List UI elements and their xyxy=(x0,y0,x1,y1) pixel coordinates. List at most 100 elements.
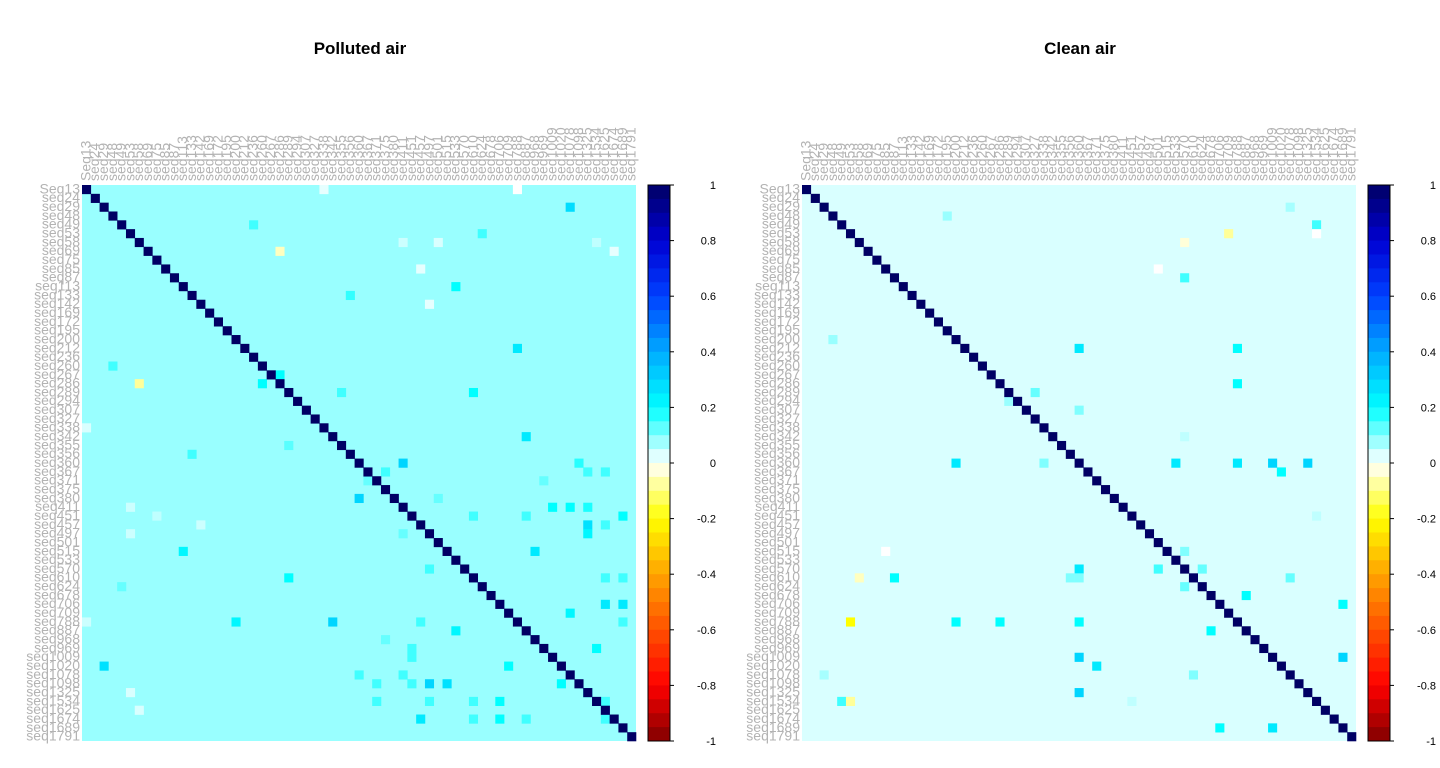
heatmap-diagonal-cell xyxy=(134,237,144,248)
heatmap-diagonal-cell xyxy=(1057,440,1067,451)
column-label: seq457 xyxy=(1132,135,1148,181)
row-label: seq515 xyxy=(34,542,80,558)
heatmap-cell xyxy=(398,458,408,468)
heatmap-cell xyxy=(407,652,417,662)
colorbar-swatch xyxy=(648,490,670,506)
heatmap-cell xyxy=(1074,573,1084,583)
heatmap-diagonal-cell xyxy=(1039,423,1049,433)
heatmap-diagonal-cell xyxy=(960,343,970,353)
heatmap-cell xyxy=(380,635,391,645)
column-label: seq969 xyxy=(535,135,551,181)
row-label: seq367 xyxy=(34,463,80,479)
heatmap-diagonal-cell xyxy=(125,229,136,239)
column-label: seq968 xyxy=(1246,135,1262,181)
row-label: seq195 xyxy=(34,322,80,338)
column-label: seq236 xyxy=(244,135,260,181)
heatmap-cell xyxy=(451,626,461,636)
row-label: seq457 xyxy=(34,516,80,532)
row-label: seq69 xyxy=(762,242,800,258)
heatmap-cell xyxy=(424,299,435,309)
heatmap-diagonal-cell xyxy=(363,467,373,477)
row-label: seq172 xyxy=(754,313,800,329)
row-label: seq267 xyxy=(34,366,80,382)
row-label: seq29 xyxy=(42,198,80,214)
colorbar-tick-label: 0 xyxy=(710,458,716,470)
row-label: seq289 xyxy=(754,383,800,399)
heatmap-cell xyxy=(1074,617,1084,627)
heatmap-diagonal-cell xyxy=(477,582,487,592)
polluted-air-title: Polluted air xyxy=(314,39,407,58)
heatmap-diagonal-cell xyxy=(1021,405,1031,415)
heatmap-diagonal-cell xyxy=(627,732,637,742)
heatmap-diagonal-cell xyxy=(1153,538,1163,548)
heatmap-cell xyxy=(416,617,426,627)
row-label: seq411 xyxy=(755,498,800,514)
heatmap-cell xyxy=(398,237,408,248)
heatmap-cell xyxy=(600,714,610,724)
column-label: seq1325 xyxy=(1299,127,1315,181)
colorbar-swatch xyxy=(1368,546,1390,561)
colorbar-swatch xyxy=(648,546,670,561)
column-label: seq48 xyxy=(104,143,120,181)
colorbar-swatch xyxy=(648,324,670,339)
heatmap-diagonal-cell xyxy=(1188,573,1199,583)
row-label: seq48 xyxy=(762,207,800,223)
heatmap-diagonal-cell xyxy=(942,326,952,336)
colorbar-swatch xyxy=(1368,324,1390,339)
column-label: seq142 xyxy=(912,135,928,181)
polluted-air-heatmap xyxy=(82,185,637,742)
colorbar-swatch xyxy=(1368,407,1390,422)
heatmap-diagonal-cell xyxy=(802,185,812,195)
heatmap-diagonal-cell xyxy=(1312,696,1322,706)
heatmap-cell xyxy=(372,696,382,706)
heatmap-cell xyxy=(828,335,838,345)
heatmap-diagonal-cell xyxy=(407,511,417,521)
colorbar-swatch xyxy=(648,643,670,658)
colorbar-swatch xyxy=(1368,671,1390,686)
heatmap-diagonal-cell xyxy=(1347,732,1357,742)
colorbar-swatch xyxy=(1368,560,1390,575)
heatmap-cell xyxy=(468,511,479,521)
heatmap-cell xyxy=(1232,343,1242,353)
heatmap-cell xyxy=(1074,564,1084,574)
column-label: seq375 xyxy=(376,135,392,181)
row-label: seq497 xyxy=(754,525,800,541)
row-label: seq375 xyxy=(754,480,800,496)
row-label: seq709 xyxy=(754,604,800,620)
column-label: seq200 xyxy=(227,135,243,181)
heatmap-cell xyxy=(618,573,628,583)
heatmap-diagonal-cell xyxy=(810,193,820,203)
row-label: seq289 xyxy=(34,383,80,399)
heatmap-cell xyxy=(134,379,144,389)
heatmap-diagonal-cell xyxy=(1268,652,1278,662)
heatmap-cell xyxy=(1312,229,1322,239)
colorbar-swatch xyxy=(1368,713,1390,728)
column-label: seq706 xyxy=(491,135,507,181)
row-label: seq788 xyxy=(754,613,800,629)
row-label: seq610 xyxy=(34,569,80,585)
column-label: seq1078 xyxy=(561,127,577,181)
row-label: seq75 xyxy=(762,251,800,267)
heatmap-cell xyxy=(249,220,259,230)
row-label: seq133 xyxy=(754,286,800,302)
heatmap-diagonal-cell xyxy=(863,246,873,256)
colorbar-tick-label: 0.2 xyxy=(1421,402,1436,414)
column-label: seq195 xyxy=(218,135,234,181)
colorbar-swatch xyxy=(648,713,670,728)
heatmap-diagonal-cell xyxy=(530,635,540,645)
colorbar-tick-label: 0.6 xyxy=(701,291,716,303)
heatmap-diagonal-cell xyxy=(380,485,391,495)
column-label: seq87 xyxy=(165,143,181,181)
row-label: seq24 xyxy=(762,189,800,205)
colorbar-swatch xyxy=(1368,240,1390,255)
column-label: seq371 xyxy=(368,135,384,181)
colorbar-swatch xyxy=(1368,268,1390,283)
column-label: seq1689 xyxy=(614,127,630,181)
colorbar-swatch xyxy=(648,379,670,394)
colorbar-swatch xyxy=(1368,212,1390,228)
column-label: Seq13 xyxy=(797,140,813,181)
heatmap-diagonal-cell xyxy=(1294,679,1304,689)
row-label: seq133 xyxy=(34,286,80,302)
heatmap-cell xyxy=(618,599,628,609)
colorbar-swatch xyxy=(1368,254,1390,269)
